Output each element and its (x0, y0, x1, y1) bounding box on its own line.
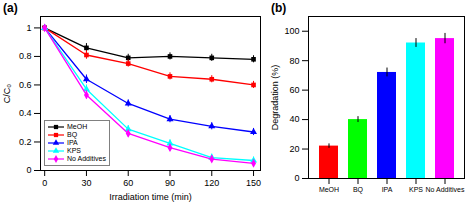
svg-text:120: 120 (204, 178, 219, 188)
svg-text:0: 0 (294, 173, 299, 183)
svg-text:0.2: 0.2 (19, 137, 32, 147)
svg-text:20: 20 (289, 144, 299, 154)
html-text:No Additives: No Additives (67, 155, 106, 162)
svg-text:0.6: 0.6 (19, 80, 32, 90)
svg-text:0: 0 (42, 178, 47, 188)
svg-text:No Additives: No Additives (426, 186, 465, 193)
svg-text:MeOH: MeOH (319, 186, 339, 193)
html-text:BQ: BQ (67, 131, 78, 138)
svg-text:0: 0 (26, 165, 31, 175)
svg-text:Degradation (%): Degradation (%) (270, 65, 280, 131)
svg-text:Irradiation time (min): Irradiation time (min) (109, 192, 192, 202)
svg-text:150: 150 (246, 178, 261, 188)
svg-text:0.8: 0.8 (19, 51, 32, 61)
svg-text:60: 60 (289, 85, 299, 95)
svg-text:40: 40 (289, 114, 299, 124)
svg-text:0.4: 0.4 (19, 108, 32, 118)
svg-text:30: 30 (81, 178, 91, 188)
svg-text:C/C₀: C/C₀ (2, 84, 12, 103)
svg-text:KPS: KPS (409, 186, 423, 193)
svg-text:BQ: BQ (353, 186, 364, 194)
html-text:KPS: KPS (67, 147, 81, 154)
html-text:(a): (a) (3, 1, 18, 15)
svg-text:100: 100 (284, 26, 299, 36)
html-text:MeOH: MeOH (67, 123, 88, 130)
svg-text:60: 60 (123, 178, 133, 188)
html-text:(b): (b) (271, 1, 287, 15)
svg-text:IPA: IPA (382, 186, 393, 193)
svg-text:90: 90 (165, 178, 175, 188)
html-text:IPA: IPA (67, 139, 78, 146)
svg-text:1: 1 (26, 23, 31, 33)
svg-text:80: 80 (289, 56, 299, 66)
